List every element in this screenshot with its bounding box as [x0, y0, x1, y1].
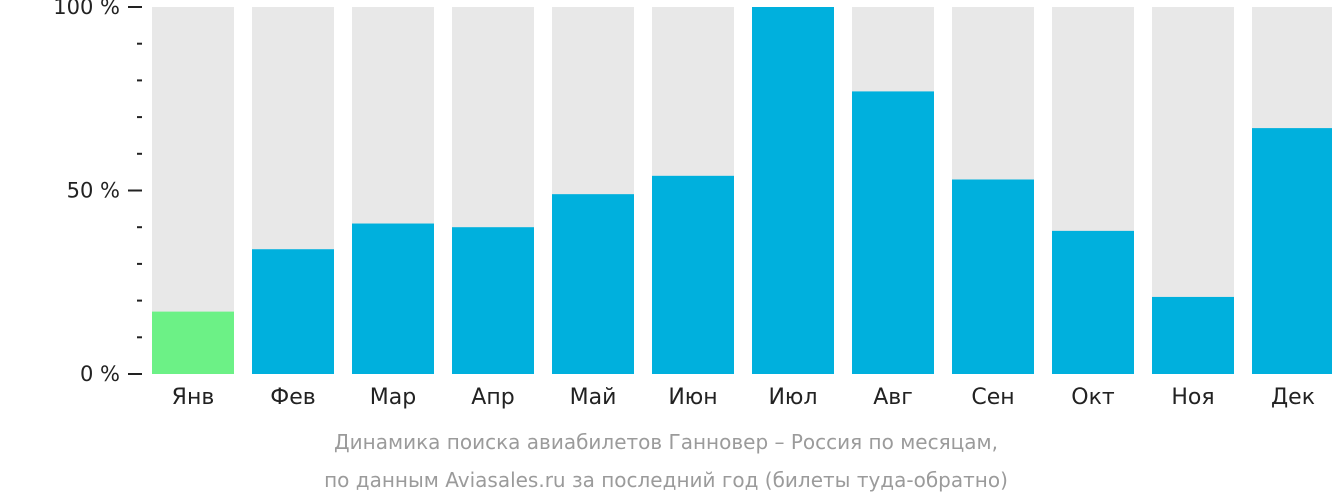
- bar-chart: 0 % 50 % 100 % Янв Фев Мар Апр Май Июн Июл Авг Сен…: [53, 0, 1332, 410]
- x-tick-label: Ноя: [1171, 385, 1214, 410]
- y-tick-label: 50 %: [67, 179, 120, 203]
- bar: [1252, 128, 1332, 374]
- x-tick-label: Июн: [668, 385, 717, 410]
- bar: [1052, 230, 1134, 374]
- bar: [452, 227, 534, 374]
- x-tick-label: Июл: [768, 385, 817, 410]
- y-tick-label: 100 %: [53, 0, 120, 19]
- x-tick-label: Апр: [471, 385, 514, 410]
- bar: [152, 311, 234, 374]
- bar: [552, 194, 634, 374]
- bars-group: [152, 7, 1332, 374]
- y-tick-label: 0 %: [80, 362, 120, 386]
- x-tick-label: Окт: [1071, 385, 1115, 410]
- x-tick-label: Май: [570, 385, 617, 410]
- chart-subtitle: по данным Aviasales.ru за последний год …: [324, 468, 1008, 492]
- x-axis-labels: Янв Фев Мар Апр Май Июн Июл Авг Сен Окт Ноя Дек: [172, 385, 1315, 410]
- chart-title: Динамика поиска авиабилетов Ганновер – Р…: [334, 430, 998, 454]
- y-axis: 0 % 50 % 100 %: [53, 0, 142, 386]
- bar: [352, 223, 434, 374]
- x-tick-label: Янв: [172, 385, 215, 410]
- bar: [952, 179, 1034, 374]
- bar: [852, 91, 934, 374]
- x-tick-label: Мар: [370, 385, 416, 410]
- bar: [252, 249, 334, 374]
- x-tick-label: Фев: [270, 385, 315, 410]
- x-tick-label: Авг: [873, 385, 913, 410]
- bar: [652, 175, 734, 374]
- bar: [752, 7, 834, 374]
- x-tick-label: Дек: [1271, 385, 1315, 410]
- bar: [1152, 296, 1234, 374]
- x-tick-label: Сен: [971, 385, 1014, 410]
